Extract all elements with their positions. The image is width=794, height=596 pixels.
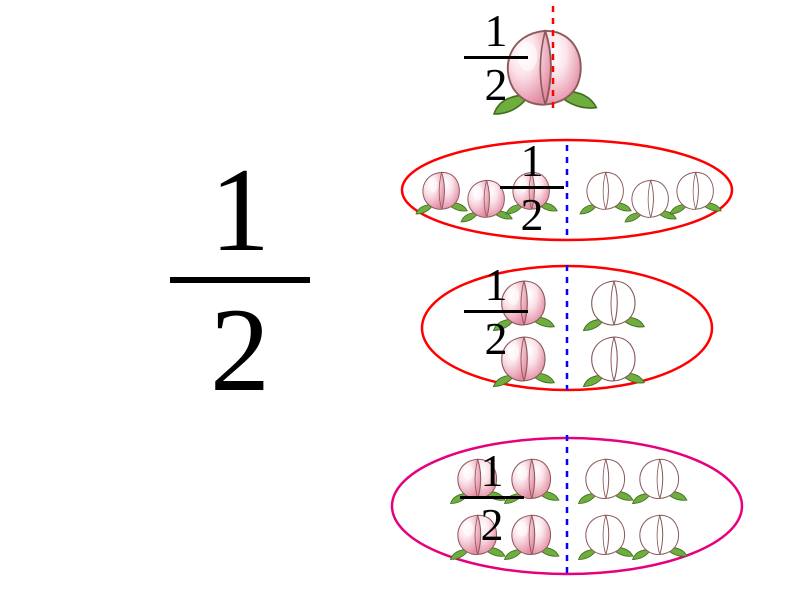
fraction-small-4-den: 2 bbox=[481, 502, 504, 548]
peach-outline-icon bbox=[584, 281, 645, 330]
fraction-small-2-num: 1 bbox=[521, 138, 544, 184]
diagram-canvas bbox=[0, 0, 794, 596]
fraction-small-3-den: 2 bbox=[485, 316, 508, 362]
peach-outline-icon bbox=[579, 515, 633, 559]
fraction-small-4: 1 2 bbox=[460, 448, 524, 548]
fraction-small-3: 1 2 bbox=[464, 262, 528, 362]
peach-outline-icon bbox=[625, 180, 676, 222]
peach-outline-icon bbox=[633, 459, 687, 503]
fraction-small-3-num: 1 bbox=[485, 262, 508, 308]
peach-outline-icon bbox=[670, 172, 721, 214]
fraction-small-2: 1 2 bbox=[500, 138, 564, 238]
peach-icon bbox=[416, 172, 467, 214]
fraction-small-2-den: 2 bbox=[521, 192, 544, 238]
fraction-small-1-den: 2 bbox=[485, 62, 508, 108]
peach-outline-icon bbox=[633, 515, 687, 559]
fraction-small-1: 1 2 bbox=[464, 8, 528, 108]
fraction-small-1-num: 1 bbox=[485, 8, 508, 54]
peach-outline-icon bbox=[579, 459, 633, 503]
peach-outline-icon bbox=[580, 172, 631, 214]
peach-outline-icon bbox=[584, 337, 645, 386]
fraction-small-4-num: 1 bbox=[481, 448, 504, 494]
group-ellipse bbox=[392, 438, 742, 574]
